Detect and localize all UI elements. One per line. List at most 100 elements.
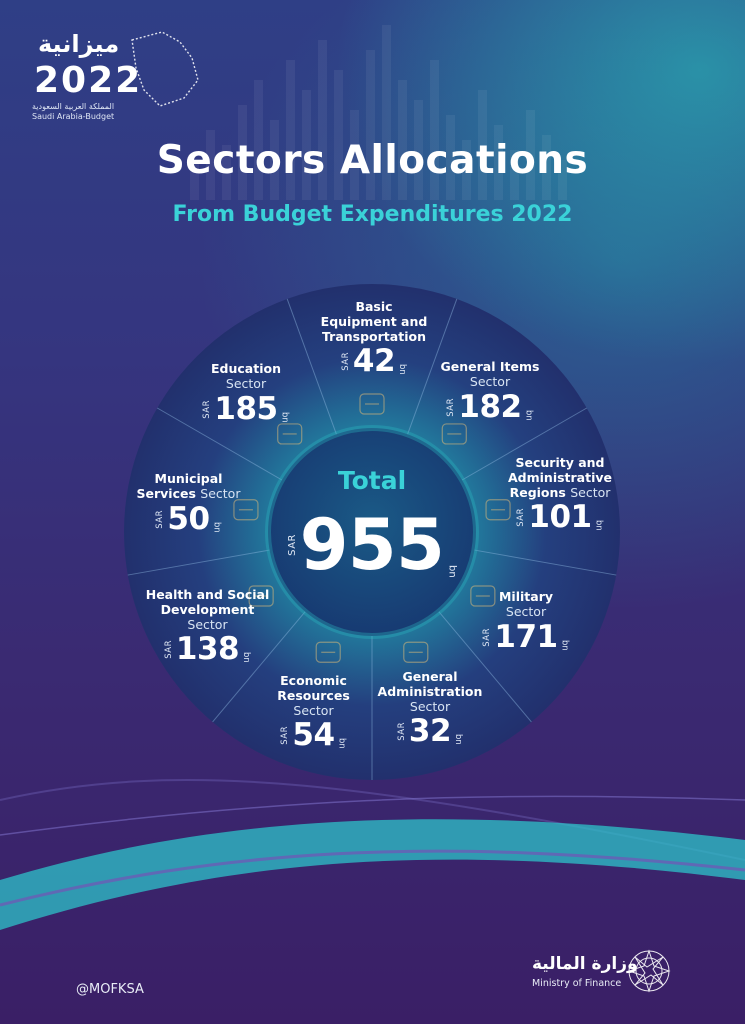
wheel-divider-lines [127,298,617,780]
saudi-map-icon [131,31,199,107]
train-icon [441,423,467,445]
segment-military: Military Sector SAR 171 bn [466,589,586,655]
wheel-divider-line [156,407,283,481]
background-bar [414,100,423,200]
segment-education: Education Sector SAR 185 bn [186,361,306,427]
wheel-divider-line [438,611,532,723]
segment-value-number: 50 [167,500,210,537]
segment-suffix: Sector [505,603,547,619]
segment-name-line: Administrative [507,469,613,485]
segment-name-line: Economic [280,673,347,688]
segment-value-number: 171 [494,618,558,655]
background-bar [510,150,519,200]
segment-name-line: Basic [355,299,393,314]
currency-label: SAR [163,640,174,660]
segment-value-number: 185 [214,390,278,427]
gear-icon [315,641,341,663]
segment-suffix: Sector [200,485,241,501]
background-bar [462,140,471,200]
segment-value-number: 138 [175,631,240,668]
segment-value-number: 101 [528,499,592,536]
wheel-divider-line [212,611,306,723]
page-subtitle: From Budget Expenditures 2022 [172,202,573,227]
segment-name-line: Security and [515,455,605,470]
segment-name-line: Military [498,589,554,604]
currency-label: SAR [396,722,407,742]
currency-label: SAR [340,352,351,372]
wheel-center-disc [265,425,479,639]
segment-value: SAR 101 bn [516,502,603,533]
currency-label: SAR [286,534,298,556]
segment-name-line: General Items [440,359,540,374]
unit-label: bn [397,364,408,376]
segment-suffix: Sector [570,484,611,500]
background-bar [286,60,295,200]
segment-value: SAR 138 bn [164,634,251,665]
segment-economic-resources: Economic Resources Sector SAR 54 bn [256,673,371,751]
unit-label: bn [241,652,252,664]
segment-value: SAR 32 bn [397,716,463,747]
logo-subtitle-english: Saudi Arabia-Budget [32,112,115,121]
unit-label: bn [279,411,290,423]
background-bar [302,90,311,200]
currency-label: SAR [516,508,527,528]
segment-general-items: General Items Sector SAR 182 bn [430,359,550,423]
segment-value-number: 32 [408,713,452,750]
segment-value: SAR 185 bn [202,390,290,427]
segment-name-line: Development [160,601,255,617]
background-bar [558,160,567,200]
segment-health-social: Health and Social Development Sector SAR… [140,587,275,665]
background-bar [190,160,199,200]
unit-label: bn [593,520,604,532]
currency-label: SAR [446,397,457,417]
segment-name-line: Administration [377,683,483,699]
currency-label: SAR [155,509,166,529]
background-bars-decoration [190,25,567,200]
heartbeat-icon [233,499,259,521]
buildings-icon [470,585,496,607]
unit-label: bn [336,738,347,750]
ministry-logo: وزارة المالية Ministry of Finance [532,948,692,998]
wheel-divider-line [127,549,270,576]
coin-chart-icon [248,585,274,607]
unit-label: bn [523,409,534,421]
ministry-emblem-icon [627,949,671,993]
bench-icon [277,423,303,445]
background-bar [318,40,327,200]
currency-label: SAR [280,726,291,746]
segment-suffix: Sector [187,616,228,632]
segment-basic-equipment: Basic Equipment and Transportation SAR 4… [314,299,434,377]
background-bar [350,110,359,200]
unit-label: bn [453,734,464,746]
currency-label: SAR [482,627,493,647]
segment-suffix: Sector [409,698,451,714]
segment-name-line: Services Sector [126,485,251,502]
segment-name-line: General [402,669,458,684]
unit-label: bn [446,565,458,578]
graduation-cap-icon [359,393,385,415]
segment-security-admin: Security and Administrative Regions Sect… [500,455,620,533]
segment-suffix: Sector [469,373,511,389]
background-bar [494,125,503,200]
background-bar [238,105,247,200]
unit-label: bn [211,521,222,533]
unit-label: bn [559,639,570,651]
background-bar [366,50,375,200]
segment-name-line: Municipal [154,471,223,486]
logo-year: 2022 [34,60,143,101]
background-bar [254,80,263,200]
background-bar [446,115,455,200]
wheel-divider-line [461,407,588,481]
page-title: Sectors Allocations [156,138,589,183]
wheel-divider-line [407,298,458,435]
background-bar [222,145,231,200]
military-badge-icon [403,641,429,663]
segment-name-word: Regions [509,484,566,500]
segment-suffix: Sector [225,375,267,391]
segment-value: SAR 54 bn [280,720,346,751]
wheel-divider-line [286,298,337,435]
segment-name-line: Regions Sector [500,484,620,501]
background-bar [478,90,487,200]
segment-municipal-services: Municipal Services Sector SAR 50 bn [126,471,251,537]
